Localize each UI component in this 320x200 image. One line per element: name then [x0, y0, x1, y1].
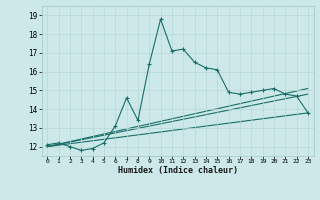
- X-axis label: Humidex (Indice chaleur): Humidex (Indice chaleur): [118, 166, 237, 175]
